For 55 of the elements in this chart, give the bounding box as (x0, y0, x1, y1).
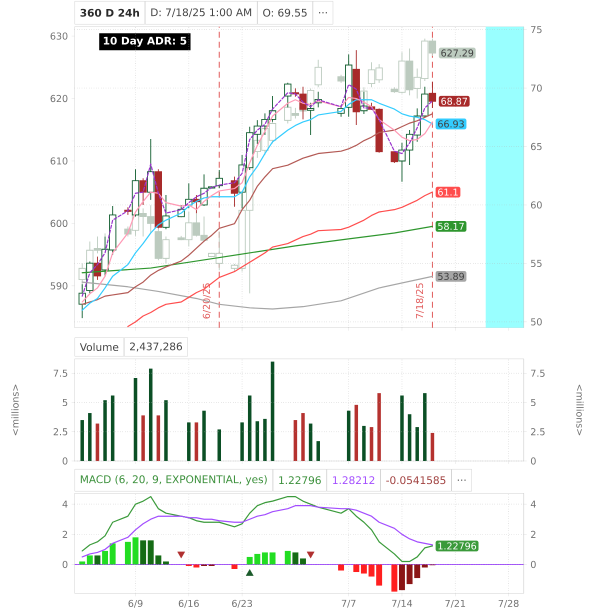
chart-title: MACD (6, 20, 9, EXPONENTIAL, yes) (80, 475, 267, 486)
data-label: 53.89 (438, 272, 464, 280)
y-axis-title: <millions> (11, 384, 19, 436)
y2-tick-label: 0 (530, 457, 536, 465)
y2-tick-label: 4 (530, 500, 536, 508)
y2-tick-label: 2 (531, 530, 536, 538)
text: 1.22796 (279, 476, 321, 484)
text: O: 69.55 (263, 8, 307, 17)
y2-tick-label: 55 (531, 260, 542, 267)
y2-tick-label: 2.5 (531, 428, 545, 436)
text: -0.0541585 (386, 476, 446, 484)
x-tick-label: 7/28 (498, 600, 519, 608)
annotation: 10 Day ADR: 5 (104, 36, 186, 47)
y-tick-label: 0 (62, 560, 68, 568)
text: 2,437,286 (130, 342, 182, 352)
chart-title: 360 D 24h (80, 8, 140, 17)
text: ... (458, 480, 466, 481)
x-tick-label: 7/21 (445, 600, 466, 608)
y-tick-label: 0 (62, 457, 68, 465)
y-tick-label: 600 (50, 220, 68, 228)
y-tick-label: 7.5 (54, 370, 68, 377)
text: 68.87 (441, 98, 468, 105)
y2-tick-label: 60 (530, 201, 542, 209)
y2-tick-label: 7.5 (531, 370, 545, 377)
data-label: 58.17 (438, 222, 464, 230)
x-tick-label: 7/14 (392, 600, 412, 608)
y-tick-label: 620 (50, 94, 68, 102)
y-tick-label: 630 (50, 32, 68, 40)
text: 1.28212 (333, 476, 374, 484)
y-tick-label: 2 (62, 530, 68, 538)
chart-title: Volume (80, 342, 118, 351)
y2-axis-title: <millions> (576, 384, 584, 436)
text: ... (319, 12, 327, 14)
x-tick-label: 6/9 (128, 600, 142, 608)
y-tick-label: 4 (62, 500, 68, 508)
data-label: 66.93 (438, 120, 464, 128)
y-tick-label: 5 (62, 398, 68, 406)
text: D: 7/18/25 1:00 AM (151, 8, 252, 18)
y-tick-label: 610 (50, 157, 68, 165)
x-tick-label: 7/7 (342, 600, 356, 608)
ref-line-label: 6/20/25 (202, 283, 211, 319)
y2-tick-label: 75 (531, 26, 542, 34)
text: 627.29 (441, 49, 474, 57)
ref-line-label: 7/18/25 (416, 283, 424, 318)
x-tick-label: 6/16 (178, 600, 199, 608)
data-label: 1.22796 (438, 542, 476, 550)
x-tick-label: 6/23 (232, 600, 252, 608)
y2-tick-label: 5 (531, 398, 536, 406)
y2-tick-label: 65 (530, 142, 542, 150)
y-tick-label: 590 (50, 282, 68, 290)
y2-tick-label: 50 (531, 318, 542, 326)
y2-tick-label: 0 (530, 560, 536, 568)
y-tick-label: 2.5 (54, 428, 68, 436)
data-label: 61.1 (438, 188, 458, 196)
y2-tick-label: 70 (531, 84, 542, 92)
